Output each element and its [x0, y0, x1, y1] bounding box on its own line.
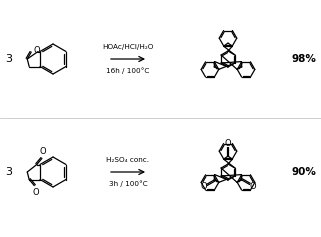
Text: O: O: [32, 188, 39, 197]
Text: O: O: [200, 182, 207, 191]
Text: 3: 3: [5, 167, 12, 177]
Text: 3h / 100°C: 3h / 100°C: [108, 180, 147, 187]
Text: H₂SO₄ conc.: H₂SO₄ conc.: [107, 157, 150, 163]
Text: 90%: 90%: [291, 167, 316, 177]
Text: 98%: 98%: [291, 54, 316, 64]
Text: O: O: [40, 147, 46, 156]
Text: HOAc/HCl/H₂O: HOAc/HCl/H₂O: [102, 44, 154, 50]
Text: O: O: [249, 182, 256, 191]
Text: O: O: [225, 139, 231, 148]
Text: 3: 3: [5, 54, 12, 64]
Text: 16h / 100°C: 16h / 100°C: [106, 67, 150, 74]
Text: O: O: [33, 46, 40, 55]
